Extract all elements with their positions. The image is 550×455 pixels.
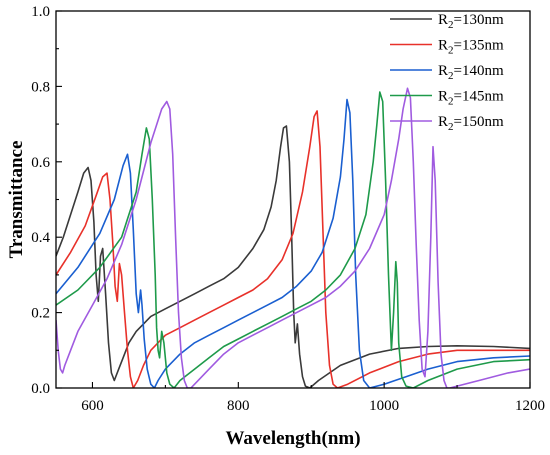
series-line-3 — [56, 98, 530, 388]
y-tick-label: 0.8 — [31, 79, 50, 95]
legend-entry: R2=150nm — [438, 114, 504, 133]
y-tick-label: 0.6 — [31, 155, 50, 171]
series-line-5 — [56, 87, 530, 388]
legend-entry: R2=130nm — [438, 12, 504, 31]
x-tick-label: 800 — [227, 398, 250, 414]
series-line-2 — [56, 110, 530, 388]
series-line-4 — [56, 91, 530, 388]
legend: R2=130nm R2=135nm R2=140nm R2=145nm R2=150nm — [390, 12, 504, 133]
x-axis-ticks: 600 800 1000 1200 — [81, 382, 545, 414]
series-lines — [56, 87, 530, 388]
legend-entry: R2=135nm — [438, 38, 504, 57]
y-axis-ticks: 0.0 0.2 0.4 0.6 0.8 1.0 — [31, 4, 62, 397]
x-axis-title: Wavelength(nm) — [225, 428, 360, 449]
y-axis-title: Transmittance — [6, 141, 27, 259]
series-line-1 — [56, 125, 530, 388]
legend-entry: R2=145nm — [438, 89, 504, 108]
y-tick-label: 1.0 — [31, 4, 50, 20]
x-tick-label: 600 — [81, 398, 104, 414]
y-tick-label: 0.2 — [31, 306, 50, 322]
y-tick-label: 0.4 — [31, 230, 50, 246]
legend-entry: R2=140nm — [438, 63, 504, 82]
x-tick-label: 1000 — [369, 398, 399, 414]
y-tick-label: 0.0 — [31, 381, 50, 397]
x-tick-label: 1200 — [515, 398, 545, 414]
